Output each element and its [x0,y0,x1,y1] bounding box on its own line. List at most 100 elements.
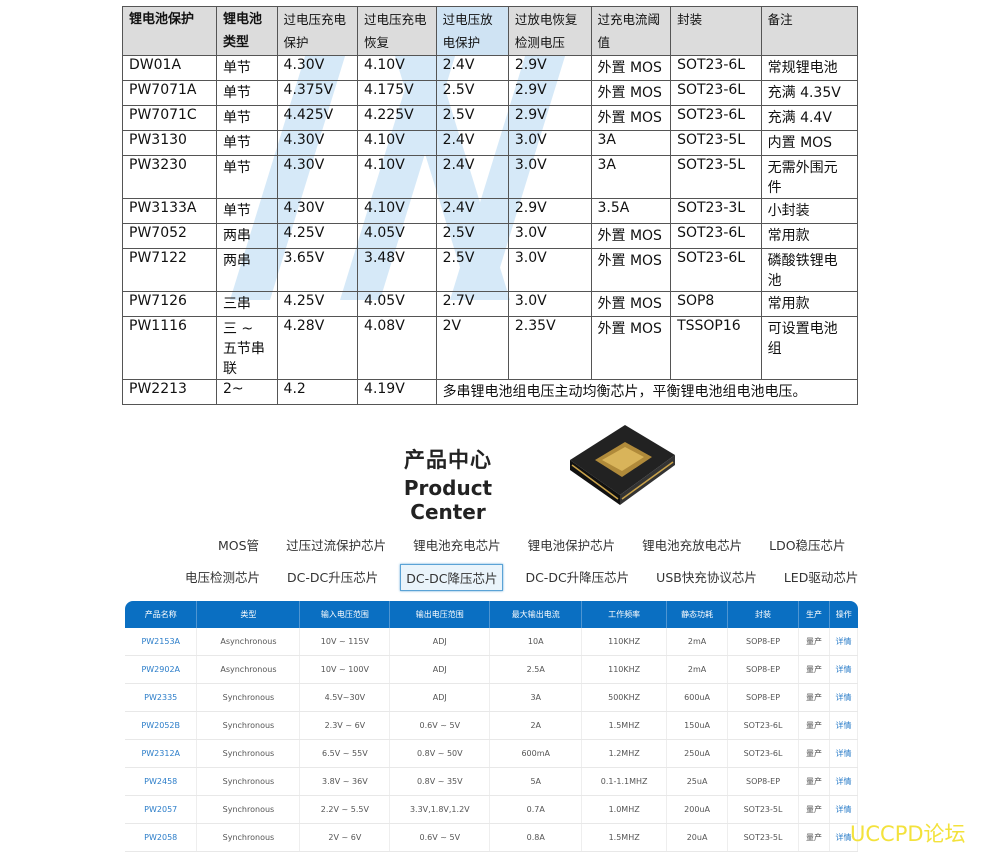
category-link[interactable]: 电压检测芯片 [185,570,261,585]
table-cell: ADJ [389,628,491,656]
table-cell: PW1116 [122,316,217,380]
category-link[interactable]: DC-DC降压芯片 [400,564,504,591]
category-link[interactable]: USB快充协议芯片 [656,570,757,585]
chip-image [570,425,675,505]
table-cell: Synchronous [196,823,301,852]
table-cell: 多串锂电池组电压主动均衡芯片，平衡锂电池组电池电压。 [435,379,859,405]
details-link[interactable]: 详情 [829,628,859,656]
table-row: PW3230 单节 4.30V 4.10V 2.4V 3.0V 3A SOT23-5L 无需外围… [122,155,859,199]
product-table: 产品名称 类型 输入电压范围 输出电压范围 最大输出电流 工作频率 静态功耗 封装 生产 操作 P… [125,601,859,852]
details-link[interactable]: 详情 [829,655,859,684]
category-link[interactable]: MOS管 [218,538,260,553]
table-cell: PW3133A [122,198,217,224]
table-cell: 20uA [666,823,729,852]
table-cell: 常规锂电池 [760,55,859,81]
details-link[interactable]: 详情 [829,739,859,768]
table-cell: PW2213 [122,379,217,405]
table-cell: 3.5A [590,198,672,224]
table-row: PW2312A Synchronous 6.5V ~ 55V 0.8V ~ 50V 60… [125,739,859,768]
table-cell: 可设置电池组 [760,316,859,380]
table-cell: 4.375V [276,80,359,106]
details-link[interactable]: 详情 [829,767,859,796]
table-cell: 1.5MHZ [581,711,668,740]
details-link[interactable]: 详情 [829,683,859,712]
product-link[interactable]: PW2153A [125,628,198,656]
column-header: 生产 [798,601,830,628]
table-cell: 2.5V [435,80,509,106]
table-cell: 4.10V [357,130,437,156]
product-link[interactable]: PW2902A [125,655,198,684]
table-cell: SOP8 [670,291,762,317]
table-cell: 2.5V [435,223,509,249]
table-cell: 0.8V ~ 50V [389,739,491,768]
table-cell: 2.5V [435,105,509,131]
category-link[interactable]: LDO稳压芯片 [769,538,846,553]
table-cell: 充满 4.35V [760,80,859,106]
table-cell: 量产 [798,628,830,656]
table-cell: 2A [489,711,583,740]
table-cell: 4.425V [276,105,359,131]
table-row: PW2052B Synchronous 2.3V ~ 6V 0.6V ~ 5V 2A 1.… [125,711,859,740]
column-header: 操作 [829,601,858,628]
table-cell: 2V ~ 6V [299,823,391,852]
category-row-2: 电压检测芯片 DC-DC升压芯片 DC-DC降压芯片 DC-DC升降压芯片 USB快充协… [180,564,863,591]
table-cell: 4.2 [276,379,359,405]
table-cell: ADJ [389,683,491,712]
details-link[interactable]: 详情 [829,711,859,740]
category-link[interactable]: 过压过流保护芯片 [286,538,387,553]
table-cell: 600mA [489,739,583,768]
category-link[interactable]: 锂电池充放电芯片 [642,538,743,553]
category-row-1: MOS管 过压过流保护芯片 锂电池充电芯片 锂电池保护芯片 锂电池充放电芯片 LDO稳压芯… [213,532,851,557]
table-cell: 4.28V [276,316,359,380]
table-cell: PW3130 [122,130,217,156]
table-cell: 单节 [215,130,278,156]
product-link[interactable]: PW2458 [125,767,198,796]
table-cell: 4.5V~30V [299,683,391,712]
table-cell: 4.10V [357,155,437,199]
table-cell: 4.25V [276,291,359,317]
column-header: 工作频率 [581,601,668,628]
table-cell: 200uA [666,795,729,824]
table-cell: 量产 [798,767,830,796]
table-row: PW7126 三串 4.25V 4.05V 2.7V 3.0V 外置 MOS SOP8 常用款 [122,291,859,317]
table-cell: 2.5A [489,655,583,684]
category-link[interactable]: DC-DC升压芯片 [287,570,379,585]
category-link[interactable]: 锂电池充电芯片 [413,538,501,553]
table-cell: 3A [590,155,672,199]
table-cell: 磷酸铁锂电池 [760,248,859,292]
product-link[interactable]: PW2057 [125,795,198,824]
column-header: 封装 [670,6,762,56]
table-cell: 2.35V [507,316,592,380]
table-cell: 2.7V [435,291,509,317]
table-cell: SOT23-6L [670,105,762,131]
table-cell: 4.30V [276,198,359,224]
table-row: PW2057 Synchronous 2.2V ~ 5.5V 3.3V,1.8V,1.… [125,795,859,824]
table-cell: 25uA [666,767,729,796]
column-header: 输入电压范围 [299,601,391,628]
table-cell: 2.2V ~ 5.5V [299,795,391,824]
table-cell: PW3230 [122,155,217,199]
title-cn: 产品中心 [404,448,492,472]
table-cell: 3.0V [507,130,592,156]
table-row: PW2058 Synchronous 2V ~ 6V 0.6V ~ 5V 0.8A 1.5… [125,823,859,852]
details-link[interactable]: 详情 [829,795,859,824]
table-cell: Asynchronous [196,628,301,656]
table-cell: 三 ~ 五节串联 [215,316,278,380]
product-link[interactable]: PW2312A [125,739,198,768]
table-cell: 10V ~ 100V [299,655,391,684]
category-link[interactable]: LED驱动芯片 [783,570,859,585]
table-cell: 0.6V ~ 5V [389,823,491,852]
table-cell: ADJ [389,655,491,684]
table-row: DW01A 单节 4.30V 4.10V 2.4V 2.9V 外置 MOS SOT23-6L 常… [122,55,859,81]
table-cell: 外置 MOS [590,105,672,131]
product-link[interactable]: PW2052B [125,711,198,740]
product-link[interactable]: PW2335 [125,683,198,712]
category-link[interactable]: 锂电池保护芯片 [527,538,616,553]
table-cell: 0.7A [489,795,583,824]
table-cell: 量产 [798,739,830,768]
category-link[interactable]: DC-DC升降压芯片 [525,570,630,585]
title-en: Product Center [403,476,493,524]
product-link[interactable]: PW2058 [125,823,198,852]
table-cell: 2mA [666,655,729,684]
column-header: 产品名称 [125,601,198,628]
